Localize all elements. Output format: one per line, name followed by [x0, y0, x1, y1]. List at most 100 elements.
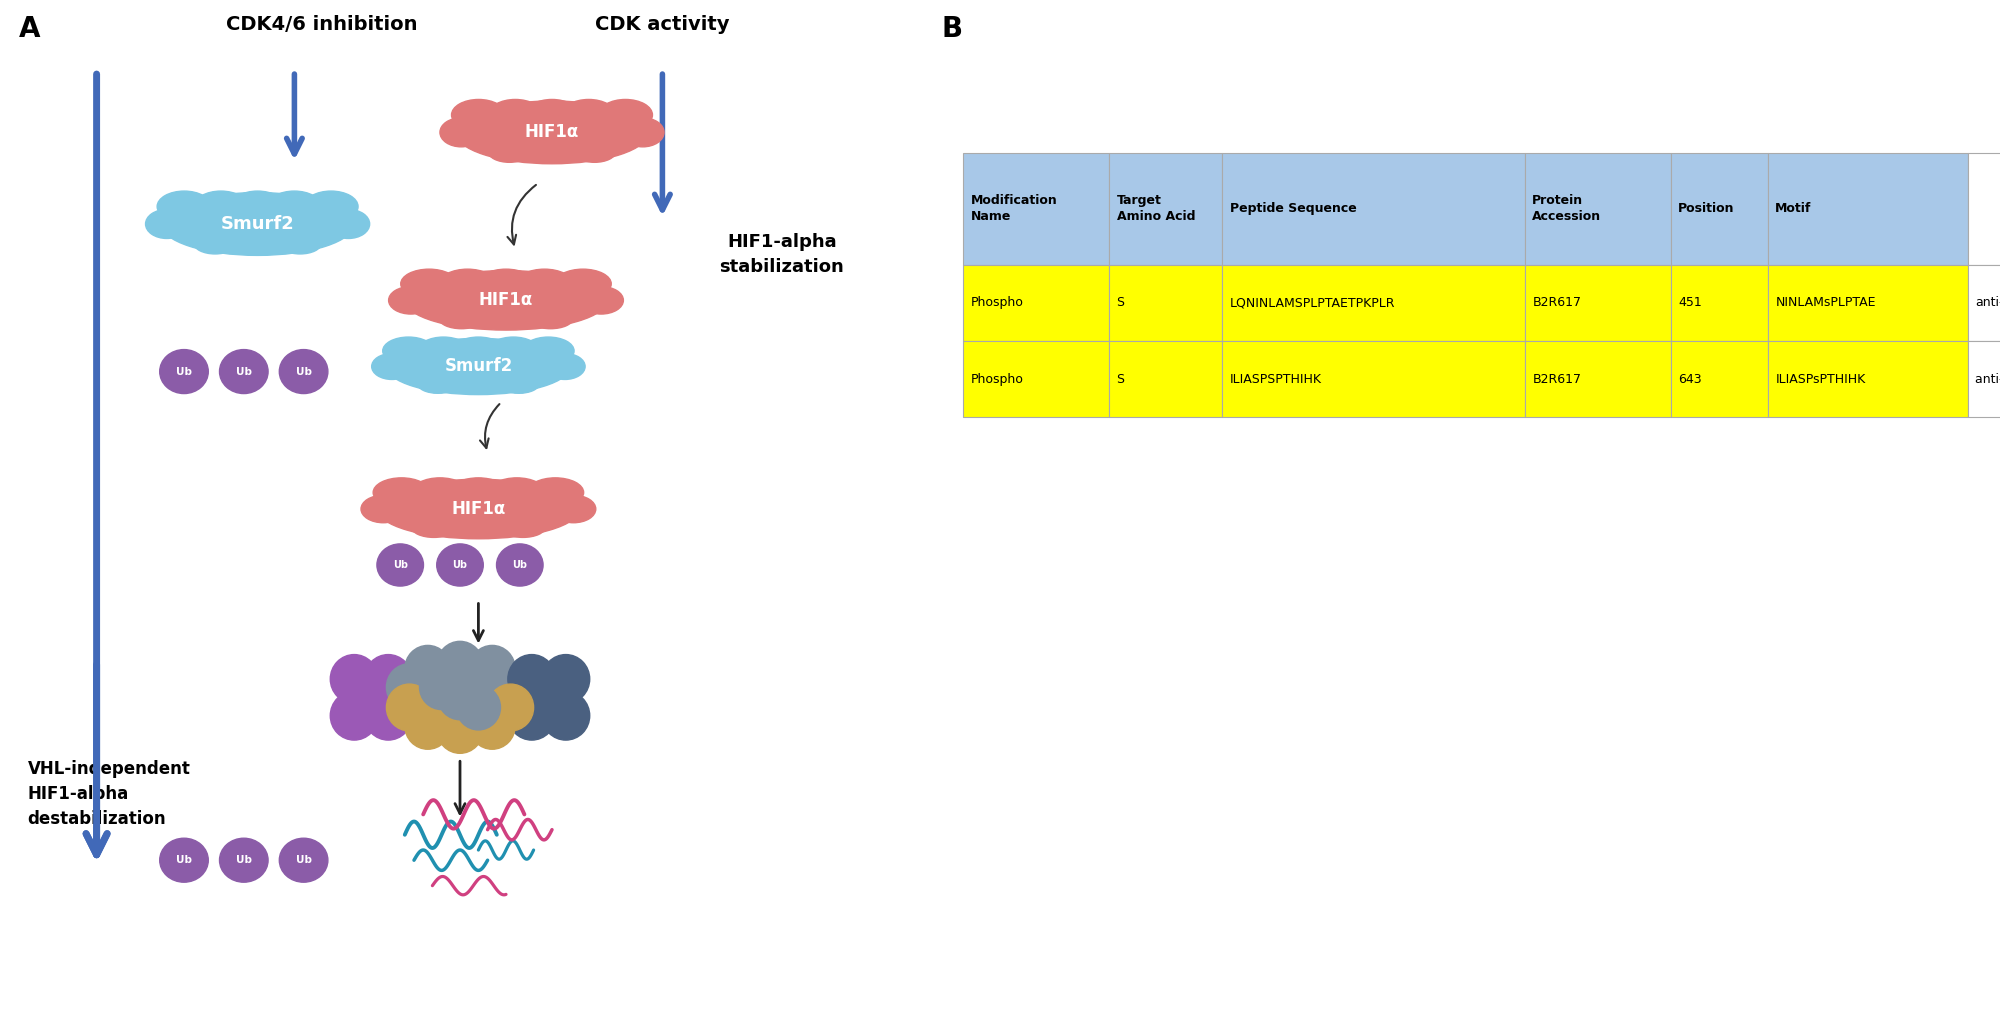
- Text: Ub: Ub: [236, 366, 252, 377]
- Text: HIF1-alpha
stabilization: HIF1-alpha stabilization: [720, 233, 844, 276]
- Ellipse shape: [524, 100, 580, 130]
- Text: Target
Amino Acid: Target Amino Acid: [1116, 194, 1196, 223]
- Text: Ub: Ub: [296, 855, 312, 865]
- Text: Ub: Ub: [512, 560, 528, 570]
- Ellipse shape: [376, 544, 424, 586]
- Ellipse shape: [364, 691, 412, 740]
- Text: Protein
Accession: Protein Accession: [1532, 194, 1602, 223]
- Ellipse shape: [554, 269, 612, 298]
- FancyBboxPatch shape: [964, 153, 1108, 265]
- Ellipse shape: [160, 349, 208, 394]
- Ellipse shape: [404, 645, 450, 692]
- Text: anti-HIF +Palbociclib: anti-HIF +Palbociclib: [1976, 373, 2000, 386]
- Ellipse shape: [552, 495, 596, 523]
- FancyBboxPatch shape: [1108, 265, 1222, 341]
- Text: B: B: [942, 15, 962, 44]
- Ellipse shape: [372, 353, 412, 380]
- Ellipse shape: [528, 308, 572, 329]
- Ellipse shape: [278, 233, 322, 253]
- Text: Ub: Ub: [236, 855, 252, 865]
- FancyBboxPatch shape: [1524, 265, 1670, 341]
- Ellipse shape: [268, 191, 322, 222]
- FancyBboxPatch shape: [964, 341, 1108, 417]
- Ellipse shape: [452, 337, 504, 364]
- Ellipse shape: [378, 479, 580, 539]
- Ellipse shape: [412, 477, 468, 507]
- Ellipse shape: [456, 101, 648, 164]
- FancyBboxPatch shape: [1670, 153, 1768, 265]
- Ellipse shape: [508, 655, 556, 703]
- Ellipse shape: [488, 477, 546, 507]
- Ellipse shape: [194, 191, 248, 222]
- FancyBboxPatch shape: [1670, 341, 1768, 417]
- Text: Ub: Ub: [176, 366, 192, 377]
- Text: ILIASPsPTHIHK: ILIASPsPTHIHK: [1776, 373, 1866, 386]
- Text: HIF1α: HIF1α: [478, 291, 534, 309]
- Ellipse shape: [330, 691, 378, 740]
- Ellipse shape: [488, 100, 542, 130]
- Ellipse shape: [220, 349, 268, 394]
- Ellipse shape: [440, 269, 496, 298]
- Ellipse shape: [364, 655, 412, 703]
- Ellipse shape: [386, 338, 570, 395]
- Ellipse shape: [328, 210, 370, 238]
- Text: S: S: [1116, 296, 1124, 309]
- Ellipse shape: [404, 702, 450, 749]
- Ellipse shape: [500, 517, 546, 538]
- Ellipse shape: [516, 269, 572, 298]
- Text: CDK4/6 inhibition: CDK4/6 inhibition: [226, 15, 418, 35]
- Text: Motif: Motif: [1776, 203, 1812, 215]
- Ellipse shape: [456, 517, 500, 538]
- Text: B2R617: B2R617: [1532, 296, 1582, 309]
- Text: S: S: [1116, 373, 1124, 386]
- Ellipse shape: [194, 233, 236, 253]
- FancyBboxPatch shape: [1222, 341, 1524, 417]
- Ellipse shape: [382, 337, 434, 364]
- FancyBboxPatch shape: [964, 265, 1108, 341]
- Text: VHL-independent
HIF1-alpha
destabilization: VHL-independent HIF1-alpha destabilizati…: [28, 760, 190, 828]
- Ellipse shape: [400, 269, 458, 298]
- FancyBboxPatch shape: [1968, 153, 2000, 265]
- Ellipse shape: [526, 477, 584, 507]
- Ellipse shape: [146, 210, 188, 238]
- Ellipse shape: [404, 271, 608, 330]
- Ellipse shape: [304, 191, 358, 222]
- FancyBboxPatch shape: [1968, 265, 2000, 341]
- Ellipse shape: [456, 685, 500, 730]
- FancyBboxPatch shape: [1108, 341, 1222, 417]
- Ellipse shape: [348, 673, 396, 722]
- Ellipse shape: [412, 517, 456, 538]
- Ellipse shape: [544, 353, 586, 380]
- Text: Phospho: Phospho: [970, 373, 1024, 386]
- Text: HIF1α: HIF1α: [524, 123, 580, 142]
- Text: LQNINLAMSPLPTAETPKPLR: LQNINLAMSPLPTAETPKPLR: [1230, 296, 1396, 309]
- Ellipse shape: [478, 269, 534, 298]
- Ellipse shape: [522, 337, 574, 364]
- Ellipse shape: [524, 673, 572, 722]
- Ellipse shape: [230, 191, 284, 222]
- Text: Smurf2: Smurf2: [444, 357, 512, 376]
- Text: CDK activity: CDK activity: [596, 15, 730, 35]
- Ellipse shape: [418, 337, 470, 364]
- FancyBboxPatch shape: [1524, 341, 1670, 417]
- Ellipse shape: [542, 691, 590, 740]
- Ellipse shape: [280, 349, 328, 394]
- Text: ILIASPSPTHIHK: ILIASPSPTHIHK: [1230, 373, 1322, 386]
- Ellipse shape: [436, 706, 484, 753]
- Ellipse shape: [330, 655, 378, 703]
- Text: Peptide Sequence: Peptide Sequence: [1230, 203, 1356, 215]
- Ellipse shape: [220, 838, 268, 883]
- Ellipse shape: [496, 544, 544, 586]
- Ellipse shape: [488, 337, 540, 364]
- Text: NINLAMsPLPTAE: NINLAMsPLPTAE: [1776, 296, 1876, 309]
- Ellipse shape: [470, 702, 516, 749]
- FancyBboxPatch shape: [1968, 341, 2000, 417]
- Ellipse shape: [484, 308, 528, 329]
- Text: Modification
Name: Modification Name: [970, 194, 1058, 223]
- Ellipse shape: [386, 684, 432, 731]
- Ellipse shape: [574, 142, 616, 162]
- Text: Phospho: Phospho: [970, 296, 1024, 309]
- FancyBboxPatch shape: [1222, 265, 1524, 341]
- Ellipse shape: [440, 308, 484, 329]
- Text: anti-HIF: anti-HIF: [1976, 296, 2000, 309]
